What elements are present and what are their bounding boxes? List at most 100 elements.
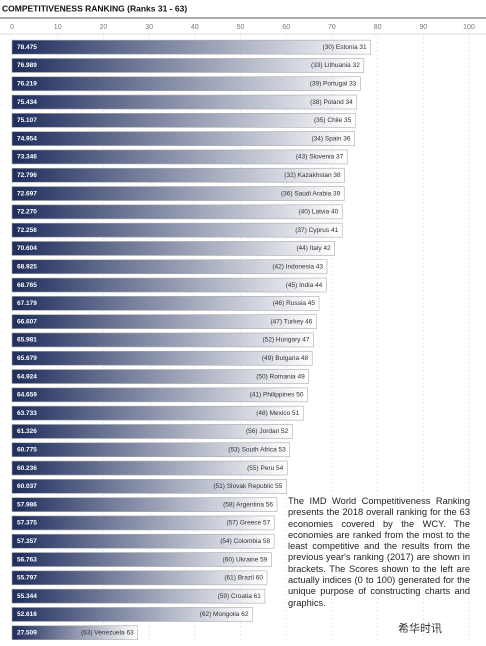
value-label: 78.475 bbox=[17, 44, 37, 51]
value-label: 60.236 bbox=[17, 465, 37, 472]
category-label: (46) Russia 45 bbox=[273, 300, 316, 307]
value-label: 52.616 bbox=[17, 611, 37, 618]
value-label: 57.375 bbox=[17, 520, 37, 527]
category-label: (63) Venezuela 63 bbox=[81, 629, 134, 636]
category-label: (58) Argentina 56 bbox=[223, 501, 273, 508]
x-tick-label: 40 bbox=[191, 24, 199, 31]
value-label: 73.346 bbox=[17, 154, 37, 161]
bar bbox=[11, 387, 308, 403]
value-label: 76.989 bbox=[17, 62, 37, 69]
value-label: 55.797 bbox=[17, 575, 37, 582]
bar bbox=[11, 515, 275, 531]
value-label: 72.796 bbox=[17, 172, 37, 179]
category-label: (47) Turkey 46 bbox=[270, 318, 312, 325]
value-label: 75.434 bbox=[17, 99, 37, 106]
category-label: (54) Colombia 58 bbox=[220, 538, 270, 545]
bar bbox=[11, 186, 345, 201]
x-tick-label: 60 bbox=[282, 24, 290, 31]
x-tick-label: 90 bbox=[419, 24, 427, 31]
value-label: 57.986 bbox=[17, 501, 37, 508]
category-label: (59) Croatia 61 bbox=[218, 593, 262, 600]
bar bbox=[11, 497, 278, 512]
x-tick-label: 0 bbox=[10, 24, 14, 31]
bar bbox=[11, 369, 310, 384]
category-label: (62) Mongolia 62 bbox=[200, 611, 249, 618]
bar bbox=[11, 442, 291, 458]
value-label: 65.981 bbox=[17, 337, 37, 344]
bar bbox=[11, 204, 343, 220]
value-label: 27.509 bbox=[17, 629, 37, 636]
category-label: (41) Philippines 50 bbox=[250, 392, 304, 399]
category-label: (38) Poland 34 bbox=[310, 99, 353, 106]
x-tick-label: 10 bbox=[54, 24, 62, 31]
x-tick-label: 80 bbox=[374, 24, 382, 31]
category-label: (34) Spain 36 bbox=[312, 135, 351, 142]
x-tick-label: 100 bbox=[463, 24, 475, 31]
value-label: 72.697 bbox=[17, 190, 37, 197]
value-label: 72.270 bbox=[17, 209, 37, 216]
category-label: (49) Bulgaria 48 bbox=[262, 355, 309, 362]
category-label: (30) Estonia 31 bbox=[323, 44, 367, 51]
value-label: 60.037 bbox=[17, 483, 37, 490]
category-label: (35) Chile 35 bbox=[314, 117, 352, 124]
category-label: (44) Italy 42 bbox=[296, 245, 331, 252]
value-label: 57.357 bbox=[17, 538, 37, 545]
bar bbox=[11, 277, 327, 293]
bar bbox=[11, 76, 361, 92]
value-label: 60.775 bbox=[17, 446, 37, 453]
category-label: (40) Latvia 40 bbox=[299, 209, 339, 216]
category-label: (53) South Africa 53 bbox=[228, 446, 286, 453]
x-tick-label: 20 bbox=[100, 24, 108, 31]
bar bbox=[11, 94, 358, 110]
value-label: 76.219 bbox=[17, 80, 37, 87]
category-label: (48) Mexico 51 bbox=[256, 410, 299, 417]
category-label: (43) Slovenia 37 bbox=[296, 154, 344, 161]
annotation: The IMD World Competitiveness Ranking pr… bbox=[288, 496, 470, 608]
value-label: 74.954 bbox=[17, 135, 37, 142]
x-tick-label: 70 bbox=[328, 24, 336, 31]
bar bbox=[11, 424, 293, 439]
x-tick-label: 30 bbox=[145, 24, 153, 31]
category-label: (55) Peru 54 bbox=[247, 465, 284, 472]
bar bbox=[11, 167, 345, 183]
bar bbox=[11, 241, 335, 256]
category-label: (50) Romania 49 bbox=[256, 373, 305, 380]
category-label: (45) India 44 bbox=[286, 282, 323, 289]
category-label: (42) Indonesia 43 bbox=[272, 263, 323, 270]
bar bbox=[11, 149, 348, 165]
category-label: (61) Brazil 60 bbox=[224, 575, 263, 582]
category-label: (33) Lithuania 32 bbox=[311, 62, 360, 69]
value-label: 67.179 bbox=[17, 300, 37, 307]
category-label: (52) Hungary 47 bbox=[263, 337, 310, 344]
bar bbox=[11, 607, 253, 622]
bar bbox=[11, 222, 343, 238]
category-label: (51) Slovak Republic 55 bbox=[213, 483, 282, 490]
bar bbox=[11, 552, 272, 567]
value-label: 64.924 bbox=[17, 373, 37, 380]
category-label: (56) Jordan 52 bbox=[246, 428, 289, 435]
value-label: 70.604 bbox=[17, 245, 37, 252]
value-label: 63.733 bbox=[17, 410, 37, 417]
chart-title: COMPETITIVENESS RANKING (Ranks 31 - 63) bbox=[2, 3, 187, 13]
watermark: 希华时讯 bbox=[398, 623, 442, 635]
x-tick-label: 50 bbox=[237, 24, 245, 31]
bar bbox=[11, 405, 304, 421]
category-label: (32) Kazakhstan 38 bbox=[284, 172, 341, 179]
bar bbox=[11, 314, 317, 329]
value-label: 61.326 bbox=[17, 428, 37, 435]
category-label: (39) Portugal 33 bbox=[310, 80, 357, 87]
value-label: 68.925 bbox=[17, 263, 37, 270]
bar bbox=[11, 113, 356, 128]
bar bbox=[11, 259, 328, 275]
value-label: 75.107 bbox=[17, 117, 37, 124]
value-label: 66.607 bbox=[17, 318, 37, 325]
category-label: (57) Greece 57 bbox=[226, 520, 270, 527]
bar bbox=[11, 533, 275, 549]
bar bbox=[11, 350, 313, 366]
category-label: (60) Ukraine 59 bbox=[223, 556, 268, 563]
bar bbox=[11, 39, 371, 55]
value-label: 65.679 bbox=[17, 355, 37, 362]
bar bbox=[11, 570, 268, 586]
value-label: 55.344 bbox=[17, 593, 37, 600]
